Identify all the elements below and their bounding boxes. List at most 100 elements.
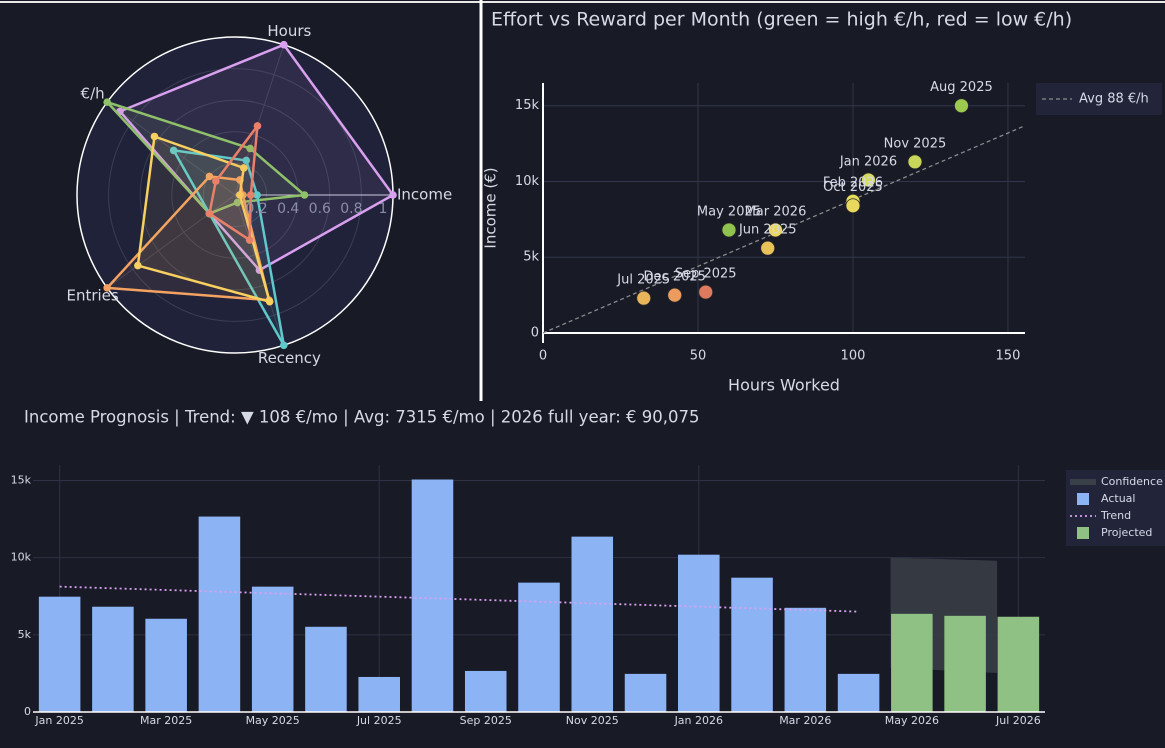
point-label: Sep 2025 (675, 267, 737, 282)
x-tick-label: May 2026 (885, 714, 939, 727)
radar-point (169, 146, 178, 155)
legend-label: Avg 88 €/h (1079, 92, 1149, 107)
point-label: Aug 2025 (930, 80, 993, 95)
legend-swatch (1077, 493, 1089, 505)
radar-point (205, 209, 214, 218)
trend-line (59, 585, 859, 613)
radial-tick-label: 0.4 (277, 201, 299, 217)
radar-axis-line (106, 194, 236, 289)
point-label: Dec 2025 (644, 270, 706, 285)
point-label: Jul 2025 (616, 273, 670, 288)
bar (571, 536, 614, 712)
scatter-point (907, 154, 923, 170)
point-label: Oct 2025 (823, 180, 883, 195)
radar-point (103, 98, 111, 106)
bar (198, 516, 241, 712)
bar (92, 606, 134, 712)
scatter-point (768, 222, 783, 238)
legend-swatch (1070, 479, 1096, 485)
scatter-point (760, 240, 776, 256)
scatter-point (721, 222, 737, 238)
radar-point (280, 40, 288, 49)
point-label: Nov 2025 (884, 136, 947, 151)
radar-polygon (172, 149, 286, 347)
radar-point (245, 236, 254, 244)
y-tick-label: 10k (515, 174, 540, 189)
bar (731, 577, 773, 712)
radar-axis-label: Income (397, 186, 452, 204)
y-tick-label: 15k (515, 98, 540, 113)
radar-axis-label: €/h (81, 84, 105, 102)
x-tick-label: Jan 2025 (34, 714, 83, 727)
scatter-point (954, 98, 969, 114)
reference-line (542, 125, 1026, 334)
y-tick-label: 5k (18, 628, 32, 641)
radar-point (246, 144, 254, 153)
y-tick-label: 0 (531, 326, 539, 341)
chart-title: Effort vs Reward per Month (green = high… (491, 9, 1072, 31)
bar (518, 582, 560, 712)
scatter-point (667, 287, 683, 303)
radar-point (205, 172, 214, 181)
point-label: May 2025 (697, 204, 761, 219)
radar-point (242, 156, 251, 165)
x-tick-label: 150 (996, 349, 1021, 364)
x-tick-label: 50 (690, 349, 707, 364)
legend-label: Projected (1101, 526, 1152, 539)
y-tick-label: 5k (523, 250, 539, 265)
bar (251, 586, 294, 712)
point-label: Mar 2026 (745, 204, 807, 219)
x-tick-label: Mar 2026 (779, 714, 831, 727)
legend-label: Confidence (1101, 475, 1163, 488)
x-tick-label: Nov 2025 (566, 714, 619, 727)
point-label: Jun 2025 (738, 223, 797, 238)
bar (624, 673, 667, 712)
bar (411, 479, 454, 712)
radial-tick-label: 1 (379, 201, 388, 217)
x-tick-label: May 2025 (246, 714, 300, 727)
radar-point (300, 191, 309, 199)
radar-point (265, 297, 274, 306)
x-axis-label: Hours Worked (728, 376, 840, 395)
scatter-point (845, 198, 861, 214)
y-axis-label: Income (€) (482, 167, 500, 248)
bar (38, 596, 81, 712)
x-tick-label: Jul 2025 (356, 714, 402, 727)
scatter-point (861, 172, 876, 188)
bar (837, 673, 880, 712)
radial-tick-label: 0.6 (309, 201, 331, 217)
radar-axis-label: Hours (267, 22, 311, 40)
radar-polygon (208, 124, 259, 242)
radar-point (247, 191, 255, 199)
x-tick-label: 100 (841, 349, 866, 364)
y-tick-label: 15k (11, 473, 32, 486)
radar-point (389, 191, 397, 199)
legend-label: Actual (1101, 492, 1135, 505)
bar (678, 554, 720, 712)
point-label: Feb 2026 (823, 176, 883, 191)
scatter-point (698, 284, 714, 300)
radar-point (235, 191, 244, 199)
radial-tick-label: 0.2 (245, 201, 267, 217)
bar (784, 607, 827, 712)
y-tick-label: 10k (11, 551, 32, 564)
radar-point (134, 261, 142, 270)
radar-axis-label: Recency (258, 349, 321, 367)
radar-polygon (136, 135, 271, 303)
x-tick-label: Sep 2025 (460, 714, 512, 727)
point-label: Jan 2026 (839, 154, 897, 169)
legend-swatch (1077, 527, 1089, 539)
scatter-point (636, 290, 652, 306)
radar-point (253, 122, 262, 130)
radar-point (253, 191, 261, 199)
x-tick-label: 0 (539, 349, 547, 364)
radar-point (280, 341, 288, 350)
radar-polygon (118, 43, 395, 272)
bar (305, 626, 347, 712)
y-tick-label: 0 (24, 705, 31, 718)
legend-label: Trend (1100, 509, 1131, 522)
radar-point (150, 132, 159, 141)
chart-title: Income Prognosis | Trend: ▼ 108 €/mo | A… (24, 408, 700, 427)
